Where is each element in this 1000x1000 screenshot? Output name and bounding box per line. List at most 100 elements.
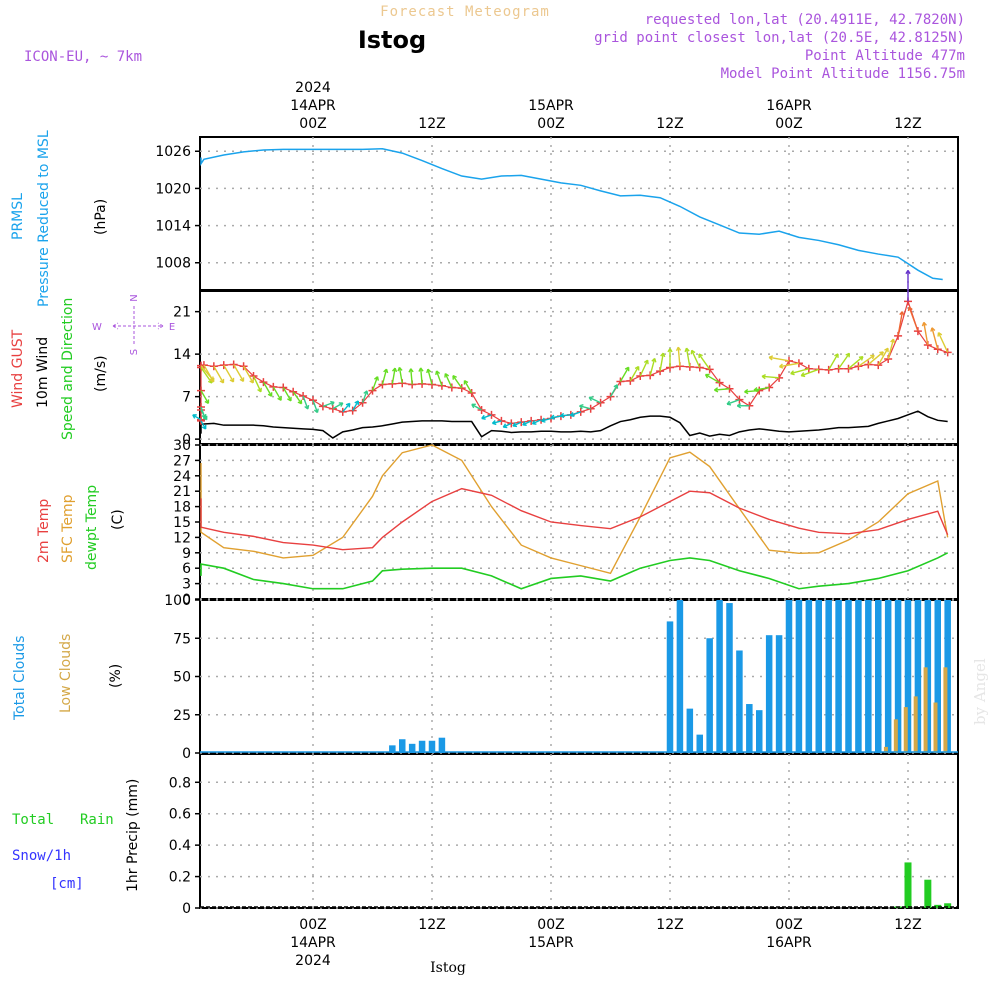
gust-marker <box>197 402 205 411</box>
wind-arrow <box>877 347 889 366</box>
wind-arrow <box>282 387 292 402</box>
wind-arrowhead <box>512 422 518 428</box>
wind-arrowhead <box>690 349 696 355</box>
wind-arrow <box>677 347 681 367</box>
wind-arrowhead <box>634 365 640 371</box>
wind-arrowhead <box>714 387 719 393</box>
wind-arrowhead <box>249 378 254 384</box>
total-cloud-bar <box>389 745 396 753</box>
wind-arrowhead <box>418 367 424 372</box>
precip-label-snow: Snow/1h <box>12 848 71 864</box>
chart-subtitle: Forecast Meteogram <box>380 4 550 20</box>
top-time-label: 00Z <box>775 116 802 132</box>
top-time-label: 12Z <box>418 116 445 132</box>
y-tick-label: 0 <box>182 901 191 917</box>
wind-arrow <box>705 373 720 384</box>
wind-arrowhead <box>651 357 657 363</box>
low-cloud-bar <box>913 696 918 753</box>
wind-arrowhead <box>330 400 335 406</box>
y-tick-label: 18 <box>173 500 191 516</box>
total-cloud-bar <box>944 600 951 753</box>
low-cloud-bar <box>893 719 898 753</box>
wind-arrow <box>200 420 207 430</box>
rain-bar <box>924 879 932 908</box>
wind-arrowhead <box>560 412 565 419</box>
wind-arrowhead <box>229 377 235 383</box>
total-cloud-bar <box>756 710 763 753</box>
wind-arrowhead <box>257 387 262 393</box>
top-time-label: 14APR <box>290 98 336 114</box>
dewpt-line <box>200 552 949 590</box>
wind-label-10m: 10m Wind <box>35 337 51 408</box>
total-cloud-bar <box>418 740 426 753</box>
precip-label-rain: Rain <box>80 812 114 828</box>
y-tick-label: 14 <box>173 347 191 363</box>
total-cloud-bar <box>428 740 436 753</box>
wind-arrowhead <box>930 327 936 332</box>
wind-arrow <box>272 386 282 401</box>
low-cloud-bar <box>903 707 908 753</box>
wind-arrow <box>609 384 618 397</box>
wind-arrow <box>629 366 640 382</box>
wind-arrow <box>322 401 335 408</box>
low-cloud-bar <box>883 746 888 753</box>
footer-place: Istog <box>430 960 466 976</box>
wind-label-gust: Wind GUST <box>10 329 26 408</box>
wind-arrow <box>937 332 949 353</box>
wind-arrowhead <box>363 390 369 395</box>
wind-arrowhead <box>444 373 450 378</box>
gust-marker <box>576 407 585 416</box>
wind-arrowhead <box>890 338 896 344</box>
total-cloud-bar <box>795 600 803 753</box>
wind-arrow <box>726 399 740 405</box>
gust-marker <box>735 395 744 404</box>
y-tick-label: 30 <box>173 438 191 454</box>
wind-arrow <box>427 368 433 385</box>
wind-arrowhead <box>374 376 380 381</box>
wind-arrowhead <box>588 396 594 402</box>
total-cloud-bar <box>736 650 743 753</box>
total-cloud-bar <box>765 635 773 753</box>
wind-arrow <box>550 415 562 419</box>
rain-bar <box>904 862 912 908</box>
wind-arrowhead <box>522 421 527 426</box>
y-tick-label: 25 <box>173 708 191 724</box>
wind-arrowhead <box>698 353 703 359</box>
wind-arrowhead <box>192 414 197 419</box>
wind-arrowhead <box>834 353 839 358</box>
wind-arrow <box>292 391 303 405</box>
wind-arrowhead <box>426 368 432 374</box>
wind-arrowhead <box>768 355 774 361</box>
wind-arrow <box>779 362 800 368</box>
wind-arrow <box>570 411 581 417</box>
gust-line <box>200 299 948 424</box>
wind-arrowhead <box>391 367 398 373</box>
total-cloud-bar <box>815 600 822 753</box>
wind-arrow <box>532 419 542 425</box>
compass-n: N <box>129 294 140 301</box>
wind-arrow <box>302 395 309 410</box>
wind-arrowhead <box>267 392 273 397</box>
wind-arrowhead <box>660 352 666 358</box>
wind-arrowhead <box>905 269 911 275</box>
pressure-line <box>200 148 943 281</box>
total-cloud-bar <box>805 600 813 753</box>
wind-arrowhead <box>463 379 469 385</box>
y-tick-label: 0 <box>182 432 191 448</box>
total-cloud-bar <box>914 600 922 753</box>
gust-marker <box>199 361 208 370</box>
gust-marker <box>259 378 268 387</box>
bottom-time-label: 16APR <box>766 935 812 951</box>
panel-frame-pressure <box>199 136 959 291</box>
wind-arrow <box>588 396 601 404</box>
wind-arrow <box>512 421 522 427</box>
total-cloud-bar <box>934 600 941 753</box>
total-cloud-bar <box>835 600 842 753</box>
compass-s: S <box>129 349 140 355</box>
total-cloud-bar <box>865 600 872 753</box>
wind-arrow <box>352 400 359 411</box>
pressure-label-1: PRMSL <box>10 193 26 240</box>
wind10-line <box>200 410 948 439</box>
total-cloud-bar <box>676 600 684 753</box>
wind-arrow <box>714 388 730 391</box>
